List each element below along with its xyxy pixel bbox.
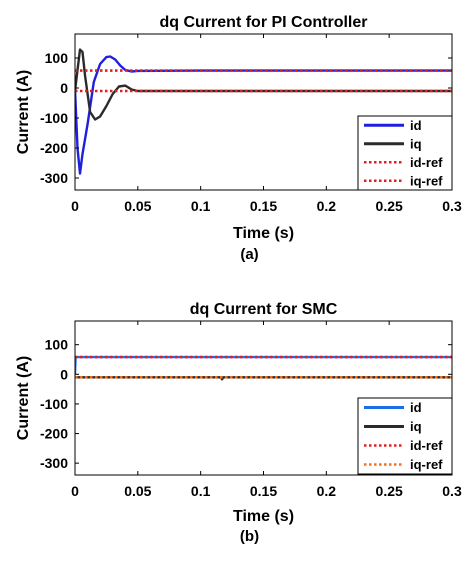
- legend: id iq id-ref iq-ref: [357, 397, 453, 475]
- y-tick-label: 0: [60, 80, 68, 96]
- y-tick-label: -200: [40, 426, 68, 442]
- x-tick-label: 0.05: [124, 483, 151, 499]
- x-tick-label: 0: [71, 483, 79, 499]
- y-axis-label: Current (A): [15, 356, 32, 440]
- y-tick-label: -100: [40, 110, 68, 126]
- y-tick-label: 100: [45, 50, 69, 66]
- chart-title: dq Current for PI Controller: [160, 14, 368, 31]
- y-tick-label: -100: [40, 396, 68, 412]
- chart-panel-1: 0 0.05 0.1 0.15 0.2 0.25 0.3 100 0 -100 -200 -300 dq…: [15, 14, 462, 263]
- chart-title: dq Current for SMC: [190, 301, 338, 318]
- legend-label-iq-ref: iq-ref: [410, 457, 443, 472]
- x-tick-label: 0.3: [442, 483, 462, 499]
- legend-box: [357, 115, 453, 191]
- y-tick-label: -200: [40, 140, 68, 156]
- legend-label-id: id: [410, 400, 422, 415]
- legend-box: [357, 397, 453, 475]
- x-tick-label: 0.2: [317, 483, 337, 499]
- panel-caption: (a): [240, 246, 258, 263]
- x-tick-label: 0.2: [317, 198, 337, 214]
- x-tick-label: 0.15: [250, 198, 277, 214]
- legend-label-id-ref: id-ref: [410, 155, 443, 170]
- legend-label-id-ref: id-ref: [410, 438, 443, 453]
- x-tick-label: 0.15: [250, 483, 277, 499]
- series-line-iq: [75, 48, 452, 121]
- x-tick-label: 0.1: [191, 483, 211, 499]
- legend-label-iq: iq: [410, 419, 422, 434]
- x-tick-label: 0.3: [442, 198, 462, 214]
- y-tick-label: 0: [60, 366, 68, 382]
- legend-label-iq-ref: iq-ref: [410, 173, 443, 188]
- y-tick-label: 100: [45, 337, 69, 353]
- x-tick-label: 0.1: [191, 198, 211, 214]
- series-group: [75, 48, 452, 175]
- legend: id iq id-ref iq-ref: [357, 115, 453, 191]
- y-tick-label: -300: [40, 170, 68, 186]
- y-axis-label: Current (A): [15, 70, 32, 154]
- y-tick-label: -300: [40, 455, 68, 471]
- legend-label-id: id: [410, 118, 422, 133]
- x-axis-label: Time (s): [233, 508, 294, 525]
- x-tick-label: 0.25: [376, 483, 403, 499]
- panel-caption: (b): [240, 528, 259, 545]
- x-tick-label: 0.05: [124, 198, 151, 214]
- legend-label-iq: iq: [410, 136, 422, 151]
- chart-panel-2: 0 0.05 0.1 0.15 0.2 0.25 0.3 100 0 -100 -200 -300 dq…: [15, 301, 462, 545]
- x-tick-label: 0: [71, 198, 79, 214]
- x-tick-label: 0.25: [376, 198, 403, 214]
- series-line-id: [75, 55, 452, 175]
- x-axis-label: Time (s): [233, 225, 294, 242]
